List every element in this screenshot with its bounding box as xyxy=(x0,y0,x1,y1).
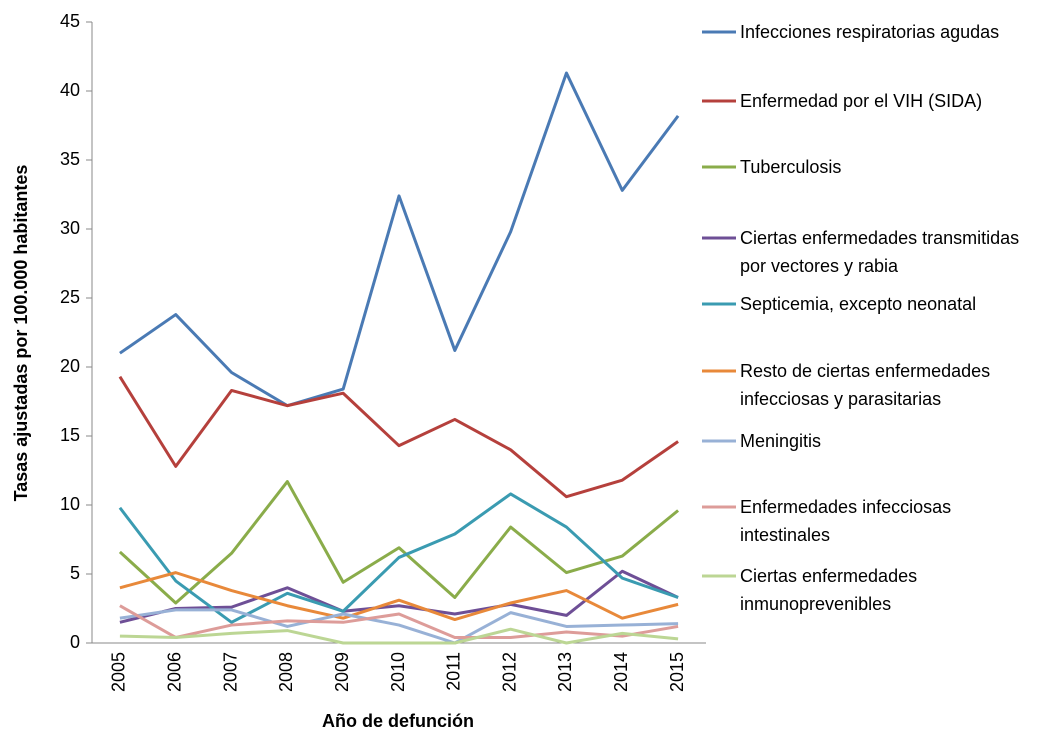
legend-label: Ciertas enfermedades transmitidas por ve… xyxy=(740,228,1020,276)
y-tick-label: 35 xyxy=(60,149,80,169)
x-axis-title: Año de defunción xyxy=(322,711,474,731)
y-tick-label: 30 xyxy=(60,218,80,238)
y-tick-label: 20 xyxy=(60,356,80,376)
series-line xyxy=(119,571,679,622)
series-line xyxy=(119,627,679,645)
legend-label: Enfermedades infecciosas intestinales xyxy=(740,497,952,545)
y-tick-label: 10 xyxy=(60,494,80,514)
legend-label: Septicemia, excepto neonatal xyxy=(740,294,977,314)
x-tick-label: 2006 xyxy=(164,652,184,692)
legend-label: Ciertas enfermedades inmunoprevenibles xyxy=(740,566,918,614)
y-tick-label: 5 xyxy=(70,563,80,583)
series-line xyxy=(119,604,679,639)
y-tick-label: 15 xyxy=(60,425,80,445)
y-tick-label: 0 xyxy=(70,632,80,652)
series-line xyxy=(119,71,680,408)
x-tick-label: 2009 xyxy=(332,652,352,692)
series-line xyxy=(118,375,679,499)
x-tick-label: 2012 xyxy=(499,652,519,692)
x-tick-label: 2013 xyxy=(555,652,575,692)
series-line xyxy=(119,608,679,645)
legend-label: Tuberculosis xyxy=(740,157,842,177)
x-tick-label: 2007 xyxy=(220,652,240,692)
y-axis-title: Tasas ajustadas por 100.000 habitantes xyxy=(11,165,31,502)
x-tick-label: 2015 xyxy=(667,652,687,692)
x-tick-label: 2010 xyxy=(388,652,408,692)
legend-label: Meningitis xyxy=(740,431,822,451)
y-tick-label: 40 xyxy=(60,80,80,100)
x-tick-label: 2011 xyxy=(444,652,464,691)
series-line xyxy=(118,480,680,605)
legend-label: Infecciones respiratorias agudas xyxy=(740,22,1000,42)
y-tick-label: 45 xyxy=(60,11,80,31)
x-tick-label: 2008 xyxy=(276,652,296,692)
x-tick-label: 2005 xyxy=(109,652,129,692)
y-tick-label: 25 xyxy=(60,287,80,307)
x-tick-label: 2014 xyxy=(611,652,631,692)
legend-label: Resto de ciertas enfermedades infecciosa… xyxy=(740,361,991,409)
legend-label: Enfermedad por el VIH (SIDA) xyxy=(740,91,983,111)
